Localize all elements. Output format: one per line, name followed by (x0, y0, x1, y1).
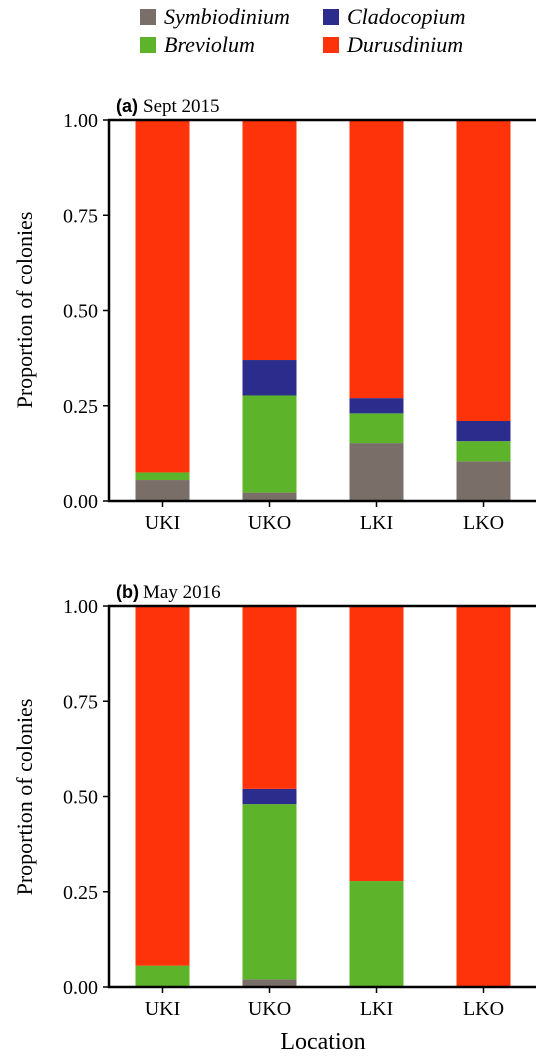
panel-a-y-tick-label-3: 0.75 (63, 205, 98, 227)
panel-b-bar-lko-durusdinium (456, 606, 511, 987)
panel-b-x-tick-label-uko: UKO (248, 998, 291, 1020)
panel-a-bar-lki-cladocopium (349, 398, 404, 414)
panel-b-y-tick-label-4: 1.00 (63, 596, 98, 618)
legend-label-breviolum: Breviolum (164, 32, 255, 57)
panel-b-bar-uki-breviolum (135, 965, 190, 987)
panel-b-y-tick-label-0: 0.00 (63, 977, 98, 999)
panel-a-bar-uko-durusdinium (242, 120, 297, 361)
panel-a-y-tick-label-2: 0.50 (63, 301, 98, 323)
legend-swatch-durusdinium (323, 37, 339, 53)
panel-b-bar-uki-durusdinium (135, 606, 190, 966)
panel-b-y-tick-label-1: 0.25 (63, 882, 98, 904)
panel-a-bar-lko-cladocopium (456, 420, 511, 442)
panel-a-bar-lki-breviolum (349, 413, 404, 444)
panel-a-x-tick-label-lko: LKO (463, 512, 504, 534)
legend-swatch-symbiodinium (140, 9, 156, 25)
panel-a-letter: (a) (116, 96, 138, 116)
panel-b-x-axis-label: Location (280, 1029, 365, 1055)
legend-label-cladocopium: Cladocopium (347, 4, 466, 29)
legend-swatch-breviolum (140, 37, 156, 53)
panel-b-x-tick-label-uki: UKI (145, 998, 181, 1020)
panel-b-y-tick-label-3: 0.75 (63, 691, 98, 713)
panel-b-bar-uko-cladocopium (242, 788, 297, 805)
panel-a-x-tick-label-uki: UKI (145, 512, 181, 534)
panel-a-x-tick-label-uko: UKO (248, 512, 291, 534)
legend: Symbiodinium Cladocopium Breviolum Durus… (140, 4, 466, 57)
panel-a-y-tick-label-4: 1.00 (63, 110, 98, 132)
panel-b-bar-uko-symbiodinium (242, 979, 297, 987)
legend-label-durusdinium: Durusdinium (346, 32, 463, 57)
panel-b-bar-uko-breviolum (242, 804, 297, 980)
panel-a-bar-uki-symbiodinium (135, 480, 190, 501)
panel-b-bars (135, 606, 511, 987)
panel-a-bar-uko-breviolum (242, 395, 297, 493)
panel-b-letter: (b) (116, 582, 139, 602)
legend-swatch-cladocopium (323, 9, 339, 25)
panel-b-y-tick-label-2: 0.50 (63, 787, 98, 809)
panel-a-bars (135, 120, 511, 501)
panel-b-x-tick-label-lki: LKI (360, 998, 393, 1020)
panel-a-x-tick-label-lki: LKI (360, 512, 393, 534)
panel-b-title: May 2016 (143, 582, 221, 603)
panel-a-bar-uki-breviolum (135, 472, 190, 481)
panel-b-y-axis-label: Proportion of colonies (12, 699, 37, 896)
panel-a-bar-lko-symbiodinium (456, 461, 511, 501)
panel-a: (a) Sept 2015 Proportion of colonies UKI… (12, 96, 536, 534)
panel-a-bar-lko-breviolum (456, 441, 511, 462)
panel-b-x-tick-label-lko: LKO (463, 998, 504, 1020)
legend-label-symbiodinium: Symbiodinium (164, 4, 290, 29)
panel-b-bar-lki-breviolum (349, 881, 404, 987)
panel-a-title: Sept 2015 (143, 96, 220, 117)
panel-b-axes: UKI UKO LKI LKO 0.00 0.25 0.50 0.75 1.00 (63, 596, 536, 1020)
panel-a-y-tick-label-1: 0.25 (63, 396, 98, 418)
panel-a-bar-lko-durusdinium (456, 120, 511, 421)
panel-a-axes: UKI UKO LKI LKO 0.00 0.25 0.50 0.75 1.00 (63, 110, 536, 534)
panel-a-bar-uki-durusdinium (135, 120, 190, 473)
panel-a-bar-uko-symbiodinium (242, 492, 297, 501)
panel-b-bar-lki-durusdinium (349, 606, 404, 882)
panel-a-bar-lki-symbiodinium (349, 443, 404, 501)
panel-a-bar-lki-durusdinium (349, 120, 404, 399)
panel-b: (b) May 2016 Proportion of colonies UKI U… (12, 582, 536, 1055)
panel-a-y-axis-label: Proportion of colonies (12, 212, 37, 409)
panel-a-y-tick-label-0: 0.00 (63, 491, 98, 513)
panel-b-bar-uko-durusdinium (242, 606, 297, 789)
panel-a-bar-uko-cladocopium (242, 360, 297, 396)
